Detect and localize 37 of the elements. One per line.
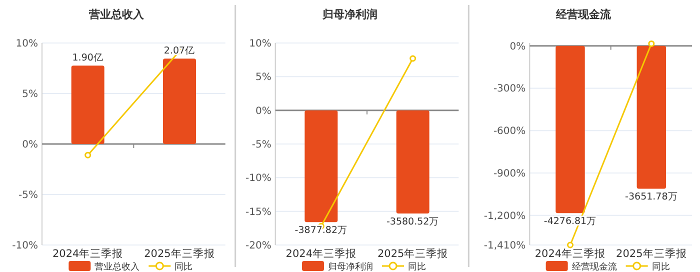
x-tick-label: 2025年三季报	[377, 247, 448, 260]
y-tick-label: -20%	[245, 240, 272, 252]
y-tick-label: 0%	[510, 41, 526, 52]
chart-title: 营业总收入	[88, 8, 146, 21]
y-tick-label: 0%	[255, 106, 272, 117]
legend-label: 同比	[408, 262, 426, 272]
y-tick-label: -5%	[252, 140, 272, 150]
data-label: -3651.78万	[625, 192, 678, 203]
legend-label: 归母净利润	[328, 262, 373, 272]
x-tick-label: 2024年三季报	[534, 247, 606, 260]
chart-title: 经营现金流	[554, 8, 612, 21]
legend-label: 同比	[652, 262, 670, 272]
y-tick-label: -1,410%	[484, 240, 526, 252]
y-tick-label: 5%	[255, 72, 272, 84]
data-label: -3877.82万	[294, 225, 348, 236]
y-tick-label: -300%	[493, 84, 526, 95]
y-tick-label: -10%	[245, 173, 272, 184]
y-tick-label: -600%	[493, 126, 526, 138]
chart-title: 归母净利润	[322, 8, 378, 21]
legend-label: 营业总收入	[94, 262, 140, 272]
data-label: 1.90亿	[72, 52, 104, 64]
x-tick-label: 2025年三季报	[616, 247, 687, 260]
x-tick-label: 2025年三季报	[144, 247, 215, 260]
y-tick-label: -5%	[18, 190, 38, 201]
y-tick-label: 10%	[16, 38, 38, 50]
y-tick-label: -15%	[245, 206, 272, 218]
y-tick-label: -10%	[12, 240, 38, 252]
y-tick-label: 0%	[22, 140, 38, 150]
y-tick-label: 5%	[22, 89, 38, 100]
legend-label: 同比	[174, 262, 193, 272]
data-label: -3580.52万	[386, 216, 440, 228]
y-tick-label: -1,200%	[484, 210, 526, 222]
x-tick-label: 2024年三季报	[52, 247, 124, 260]
y-tick-label: -900%	[493, 168, 526, 180]
y-tick-label: 10%	[249, 38, 272, 50]
legend-label: 经营现金流	[572, 262, 617, 272]
x-tick-label: 2024年三季报	[286, 247, 357, 260]
